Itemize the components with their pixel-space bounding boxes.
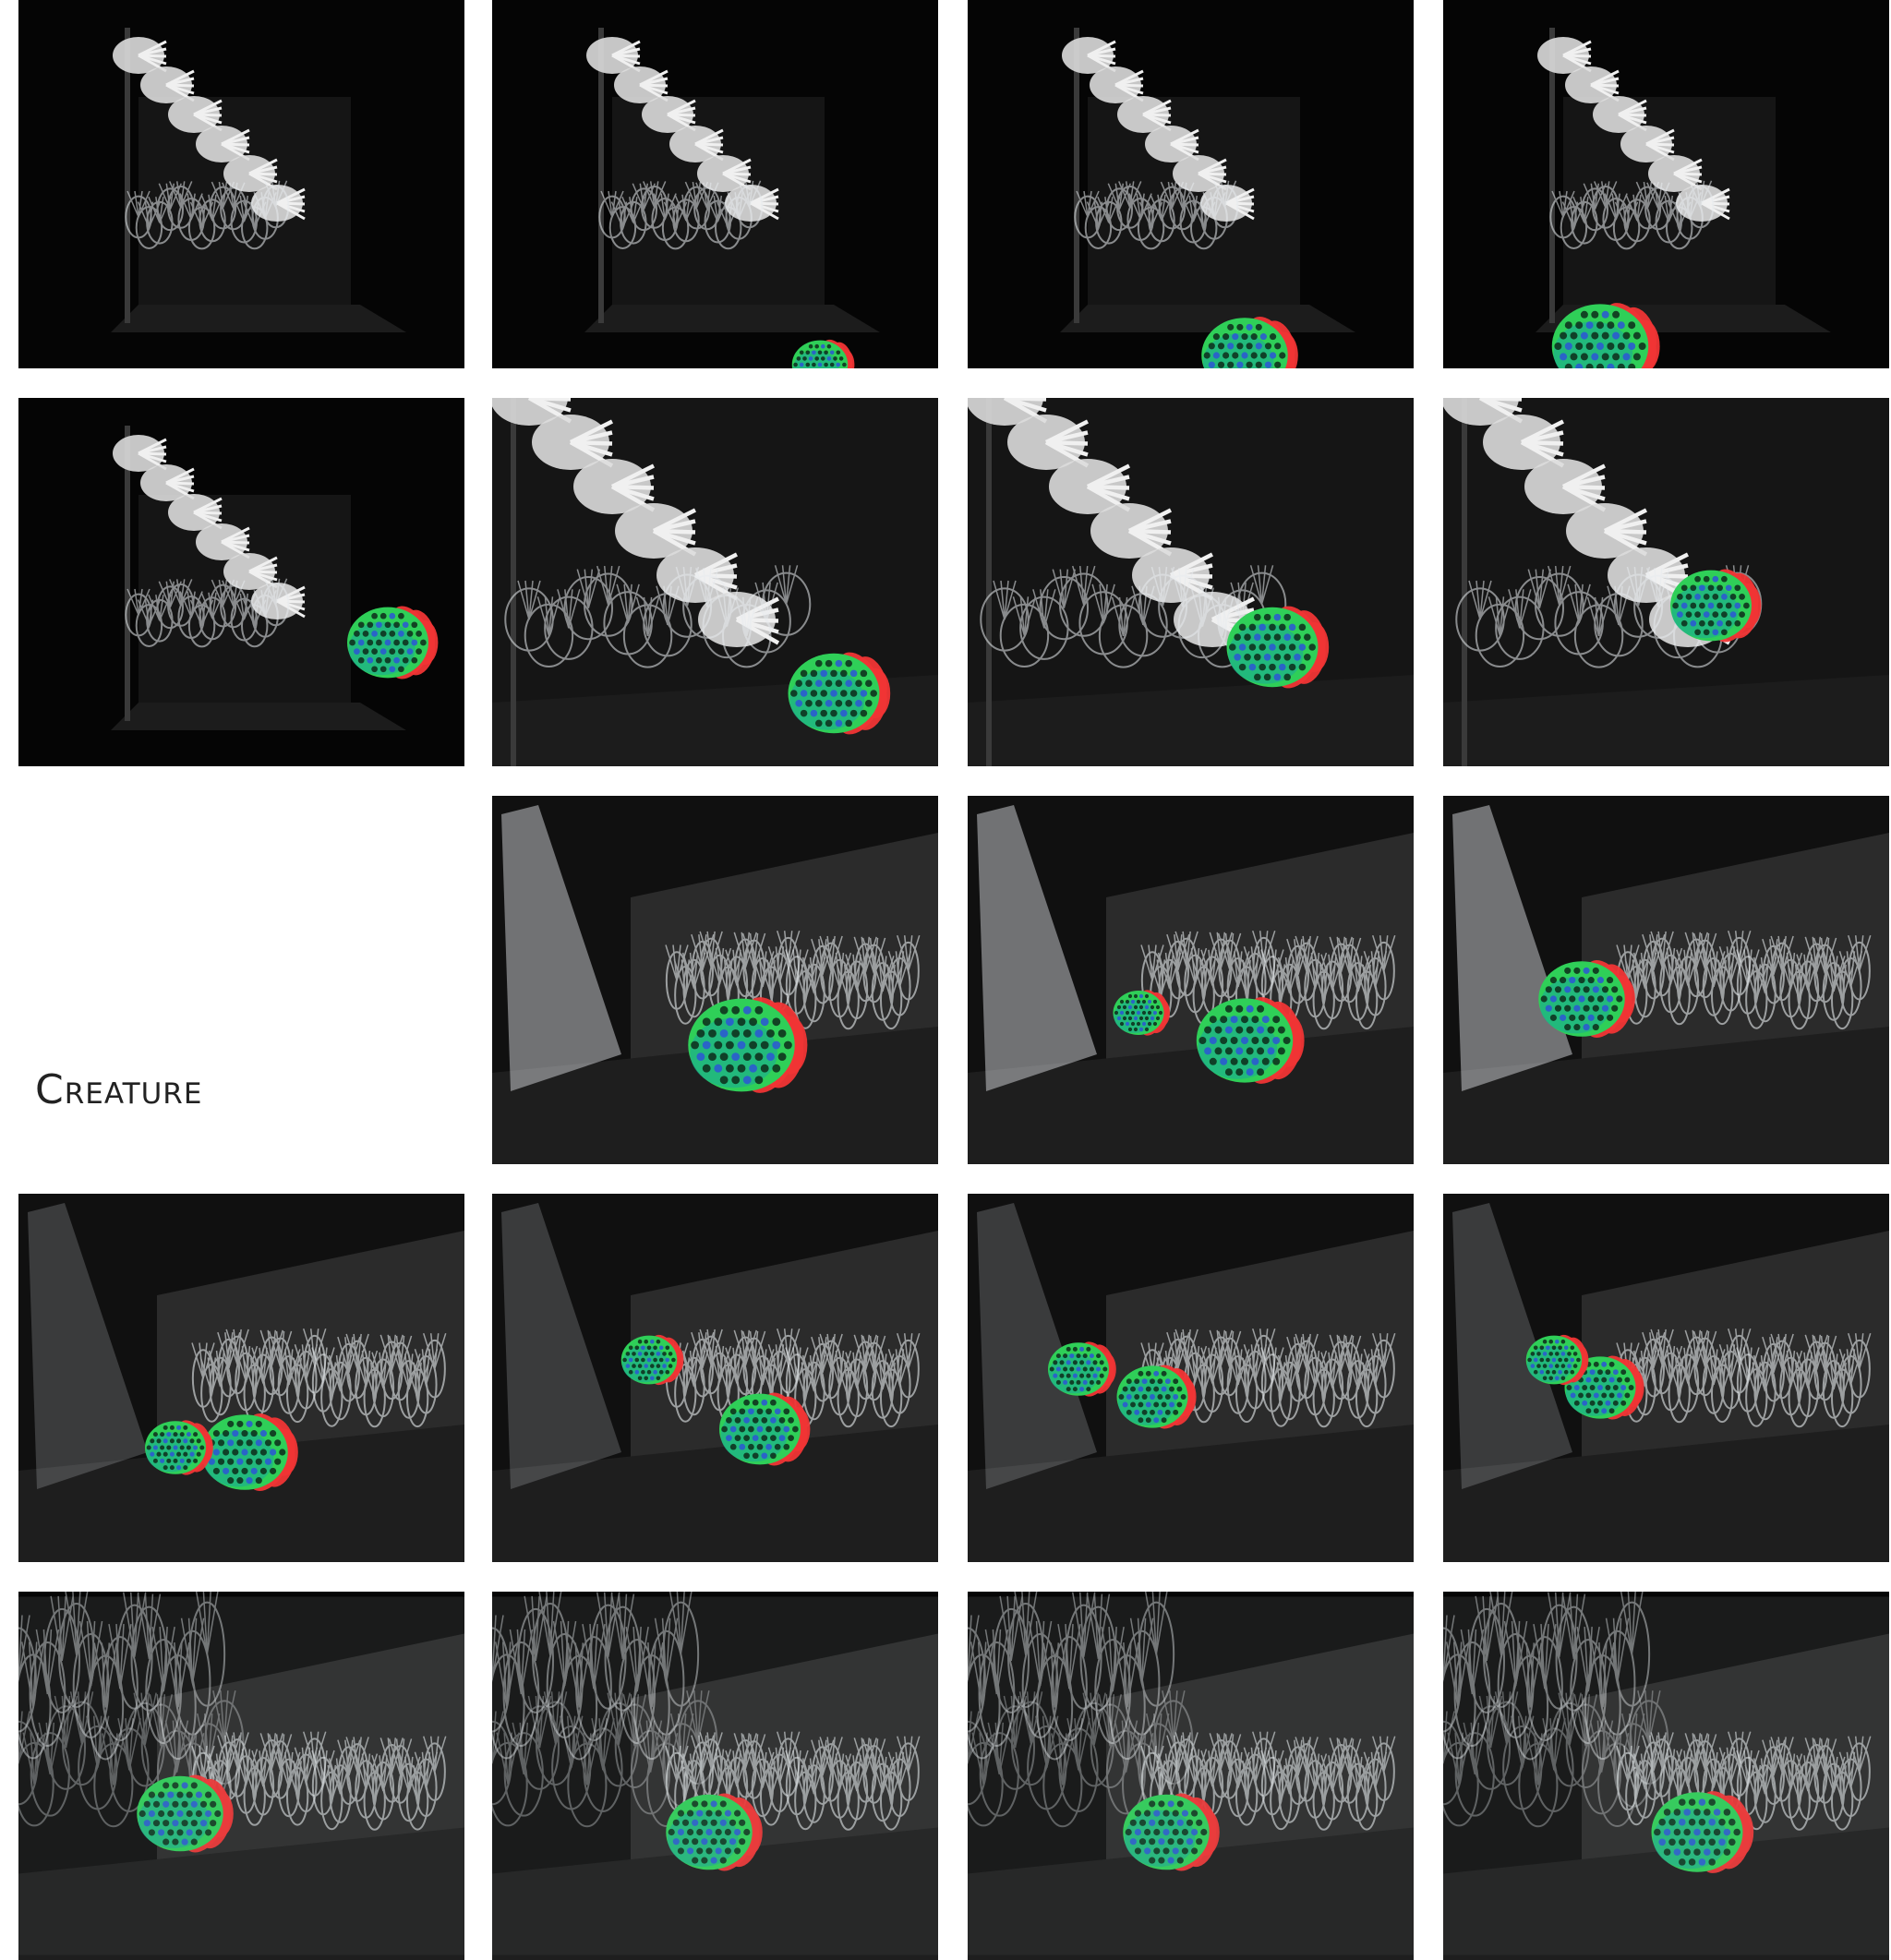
photo-2: [492, 0, 938, 368]
photo-1: [18, 0, 464, 368]
photo-frame-7: [968, 398, 1414, 766]
photo-frame-14: [968, 1194, 1414, 1562]
photo-frame-1: [18, 0, 464, 368]
photo-frame-2: [492, 0, 938, 368]
photo-frame-19: [1443, 1592, 1889, 1960]
photo-frame-18: [968, 1592, 1414, 1960]
photo-frame-12: [18, 1194, 464, 1562]
photo-12: [18, 1194, 464, 1562]
photo-frame-3: [968, 0, 1414, 368]
photo-7: [968, 398, 1414, 766]
photo-14: [968, 1194, 1414, 1562]
photo-17: [492, 1592, 938, 1960]
photo-9: [492, 796, 938, 1164]
photo-3: [968, 0, 1414, 368]
page-title: Creature: [35, 1066, 202, 1113]
photo-10: [968, 796, 1414, 1164]
photo-frame-4: [1443, 0, 1889, 368]
photo-19: [1443, 1592, 1889, 1960]
photo-5: [18, 398, 464, 766]
photo-frame-10: [968, 796, 1414, 1164]
photo-frame-15: [1443, 1194, 1889, 1562]
photo-frame-6: [492, 398, 938, 766]
photo-18: [968, 1592, 1414, 1960]
photo-frame-5: [18, 398, 464, 766]
photo-16: [18, 1592, 464, 1960]
photo-6: [492, 398, 938, 766]
photo-frame-11: [1443, 796, 1889, 1164]
photo-13: [492, 1194, 938, 1562]
photo-frame-13: [492, 1194, 938, 1562]
photo-frame-17: [492, 1592, 938, 1960]
photo-frame-9: [492, 796, 938, 1164]
photo-15: [1443, 1194, 1889, 1562]
photo-4: [1443, 0, 1889, 368]
photo-frame-16: [18, 1592, 464, 1960]
photo-frame-8: [1443, 398, 1889, 766]
photo-8: [1443, 398, 1889, 766]
photo-11: [1443, 796, 1889, 1164]
